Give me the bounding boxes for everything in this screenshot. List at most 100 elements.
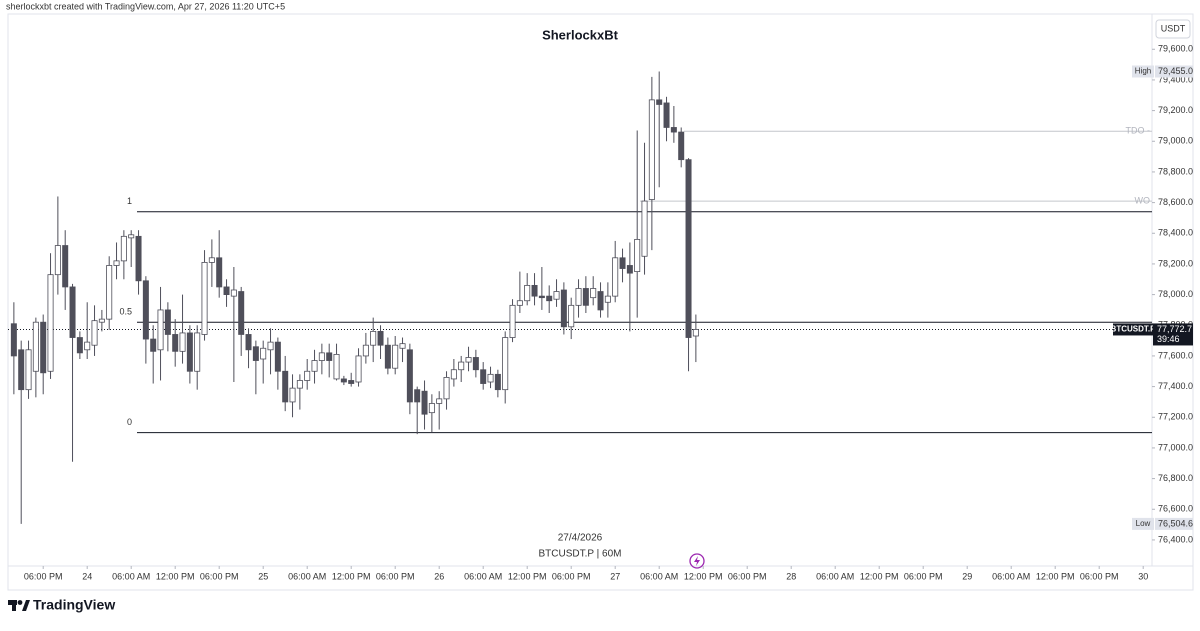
x-tick-label: 06:00 PM	[1080, 571, 1119, 581]
candle-body	[597, 291, 604, 311]
y-tick-label: 78,600.0	[1158, 197, 1193, 207]
candle-body	[678, 131, 685, 161]
x-tick-label: 29	[962, 571, 972, 581]
candle-body	[120, 235, 127, 262]
brand: TradingView	[33, 597, 115, 613]
candle-body	[670, 127, 677, 133]
candle-body	[487, 373, 494, 383]
candle-body	[238, 291, 245, 335]
candle-body	[663, 102, 670, 128]
candle-body	[414, 389, 421, 403]
level-label: WO	[1135, 195, 1151, 205]
chart-title: SherlockxBt	[542, 27, 619, 42]
logo-part	[22, 600, 30, 611]
date-label: 27/4/2026	[558, 533, 603, 544]
low-value-bg	[1155, 517, 1193, 530]
y-tick-label: 77,200.0	[1158, 412, 1193, 422]
candle-body	[560, 289, 567, 328]
alert-bolt	[694, 556, 700, 566]
candle-body	[553, 291, 560, 300]
x-tick-label: 06:00 PM	[24, 571, 63, 581]
candle-body	[157, 309, 164, 351]
candle-body	[274, 341, 281, 372]
candle-body	[260, 347, 267, 360]
candle-body	[465, 357, 472, 363]
candle-body	[406, 349, 413, 403]
low-badge	[1132, 517, 1154, 530]
x-tick-label: 30	[1138, 571, 1148, 581]
candle-body	[392, 344, 399, 369]
candle-body	[384, 344, 391, 369]
header-text: sherlockxbt created with TradingView.com…	[6, 1, 285, 11]
candle-body	[362, 344, 369, 357]
candle-body	[150, 338, 157, 352]
candle-body	[10, 323, 17, 357]
fib-label: 1	[127, 196, 132, 206]
candle-body	[142, 280, 149, 340]
candle-body	[76, 337, 83, 354]
y-tick-label: 79,200.0	[1158, 105, 1193, 115]
candle-body	[128, 234, 135, 239]
alert-icon[interactable]	[689, 553, 705, 569]
x-tick-label: 06:00 AM	[112, 571, 150, 581]
y-tick-label: 78,000.0	[1158, 289, 1193, 299]
y-tick-label: 78,200.0	[1158, 258, 1193, 268]
candle-body	[458, 361, 465, 371]
candle-body	[340, 378, 347, 383]
candle-body	[428, 403, 435, 414]
candle-body	[69, 286, 76, 338]
x-tick-label: 06:00 PM	[200, 571, 239, 581]
x-tick-label: 06:00 AM	[992, 571, 1030, 581]
x-tick-label: 12:00 PM	[156, 571, 195, 581]
candle-body	[223, 286, 230, 295]
frame	[7, 13, 1194, 591]
candle-body	[252, 346, 259, 361]
candle-body	[538, 295, 545, 299]
candle-body	[318, 352, 325, 361]
y-tick-label: 76,400.0	[1158, 534, 1193, 544]
low-value: 76,504.6	[1158, 518, 1193, 528]
candle-body	[509, 304, 516, 338]
candle-body	[25, 349, 32, 391]
candle-body	[164, 309, 171, 335]
candle-body	[634, 238, 641, 272]
x-tick-label: 27	[610, 571, 620, 581]
y-tick-label: 79,400.0	[1158, 74, 1193, 84]
candle-body	[47, 274, 54, 372]
candle-body	[546, 295, 553, 302]
fib-label: 0	[127, 417, 132, 427]
x-tick-label: 06:00 AM	[816, 571, 854, 581]
logo-part	[12, 600, 16, 611]
candle-body	[619, 257, 626, 269]
candle-body	[399, 343, 406, 349]
candle-body	[443, 376, 450, 400]
high-badge	[1132, 65, 1154, 78]
y-tick-label: 76,800.0	[1158, 473, 1193, 483]
x-tick-label: 12:00 PM	[1036, 571, 1075, 581]
candle-body	[685, 159, 692, 338]
currency-label[interactable]: USDT	[1161, 23, 1186, 33]
candle-body	[296, 380, 303, 389]
candle-body	[18, 349, 25, 391]
candle-body	[582, 288, 589, 306]
y-tick-label: 76,600.0	[1158, 504, 1193, 514]
x-tick-label: 06:00 PM	[728, 571, 767, 581]
candle-body	[54, 245, 61, 276]
candle-body	[355, 355, 362, 383]
high-value: 79,455.0	[1158, 66, 1193, 76]
candle-body	[40, 321, 47, 374]
candle-body	[531, 284, 538, 297]
candle-body	[370, 330, 377, 346]
logo	[8, 600, 30, 611]
candle-body	[84, 341, 91, 351]
candle-body	[590, 288, 597, 299]
candle-body	[377, 330, 384, 346]
symbol-label: BTCUSDT.P | 60M	[539, 549, 622, 560]
candle-body	[186, 332, 193, 372]
low-badge-label: Low	[1136, 519, 1151, 528]
currency-button[interactable]	[1155, 19, 1191, 39]
candle-body	[62, 245, 69, 288]
